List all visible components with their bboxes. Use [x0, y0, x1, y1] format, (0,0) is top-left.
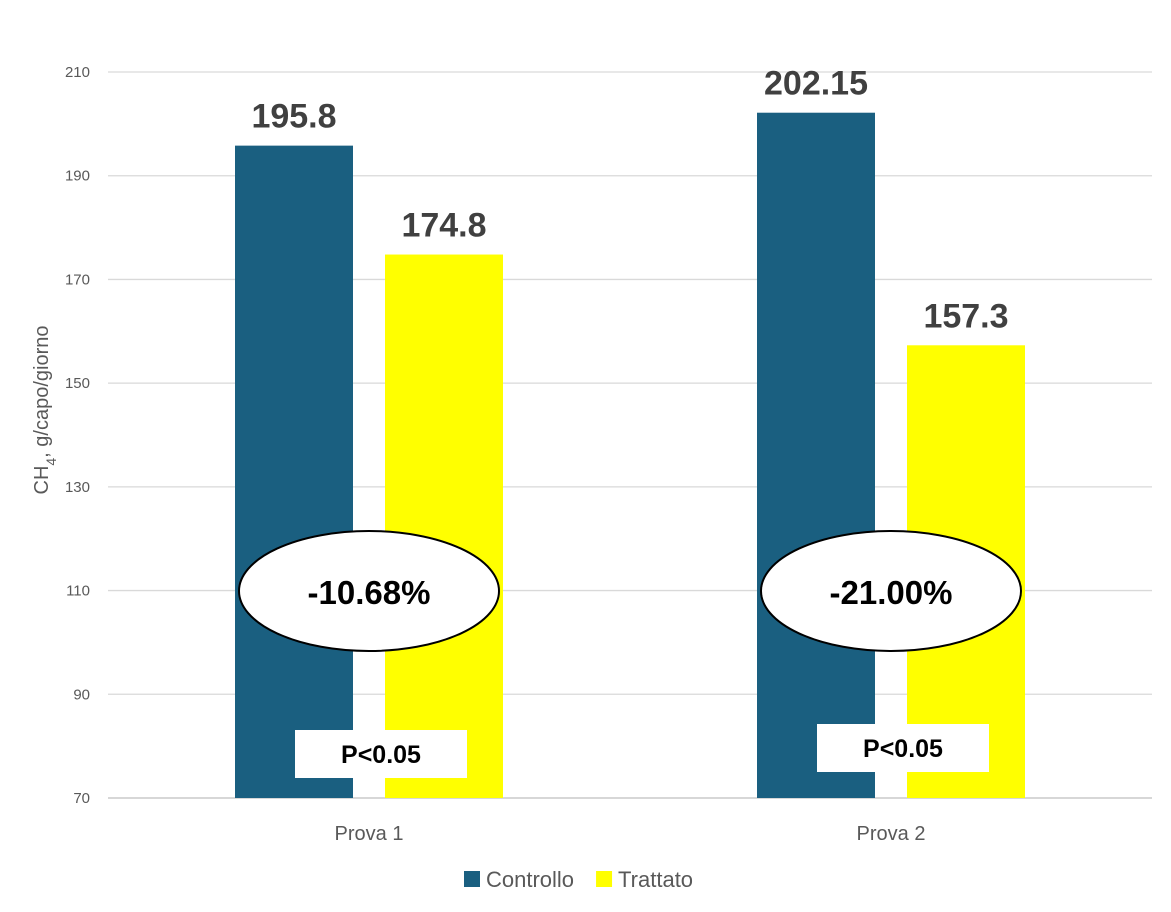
y-tick-label: 210	[65, 64, 90, 81]
change-ellipse	[238, 530, 500, 652]
significance-box	[817, 724, 989, 772]
change-ellipse	[760, 530, 1022, 652]
data-label: 202.15	[764, 65, 868, 103]
significance-label: P<0.05	[863, 735, 943, 763]
legend-swatch	[596, 871, 613, 887]
y-tick-label: 190	[65, 168, 90, 185]
annotations: -10.68% P<0.05 -21.00% P<0.05	[238, 530, 1022, 778]
change-label: -21.00%	[830, 574, 953, 611]
value-labels: 195.8 174.8 202.15 157.3	[251, 65, 1008, 336]
y-axis-label: CH4, g/capo/giorno	[31, 325, 59, 494]
y-tick-label: 150	[65, 375, 90, 392]
significance-label: P<0.05	[341, 741, 421, 769]
y-axis-label-main: CH	[31, 466, 53, 495]
y-axis-ticks: 70 90 110 130 150 170 190 210	[65, 64, 90, 807]
y-tick-label: 90	[73, 686, 90, 703]
category-label: Prova 1	[335, 823, 404, 845]
bar	[235, 145, 353, 798]
bar	[757, 112, 875, 798]
change-label: -10.68%	[308, 574, 431, 611]
y-tick-label: 130	[65, 479, 90, 496]
y-tick-label: 110	[66, 583, 90, 600]
bars	[235, 112, 1025, 799]
y-tick-label: 70	[73, 790, 90, 807]
y-axis-label-rest: , g/capo/giorno	[31, 325, 53, 457]
legend-label: Controllo	[486, 867, 574, 892]
category-label: Prova 2	[857, 823, 926, 845]
category-labels: Prova 1 Prova 2	[335, 823, 926, 845]
significance-box	[295, 730, 467, 778]
y-tick-label: 170	[65, 271, 90, 288]
data-label: 195.8	[251, 98, 336, 136]
legend: Controllo Trattato	[464, 867, 693, 892]
legend-label: Trattato	[618, 867, 693, 892]
data-label: 174.8	[401, 207, 486, 245]
bar	[385, 254, 503, 799]
y-axis-label-sub: 4	[43, 458, 59, 466]
data-label: 157.3	[923, 297, 1008, 335]
legend-swatch	[464, 871, 480, 887]
